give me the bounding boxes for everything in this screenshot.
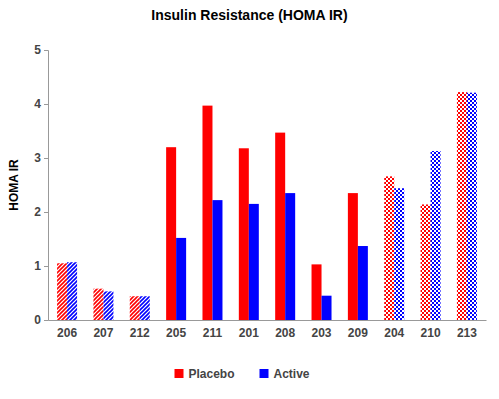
x-tick: 201 [239, 326, 259, 340]
x-tick: 206 [57, 326, 77, 340]
bar [57, 263, 67, 320]
bar [348, 193, 358, 320]
y-tick-label: 0 [34, 313, 41, 327]
bar [457, 92, 467, 320]
y-tick-mark [44, 266, 48, 267]
y-tick-label: 5 [34, 43, 41, 57]
bar [212, 200, 222, 320]
bar [384, 176, 394, 320]
y-tick: 2 [34, 205, 48, 219]
bar [467, 93, 477, 320]
x-tick-label: 210 [421, 326, 441, 340]
bar [239, 148, 249, 320]
x-tick: 205 [166, 326, 186, 340]
y-tick: 3 [34, 151, 48, 165]
legend-swatch [175, 369, 184, 378]
bars [57, 92, 477, 320]
bar [358, 246, 368, 320]
series [57, 92, 467, 320]
series [67, 93, 477, 320]
x-tick-label: 206 [57, 326, 77, 340]
y-axis-line [44, 51, 49, 321]
legend: Placebo Active [175, 367, 310, 381]
x-tick: 213 [457, 326, 477, 340]
y-axis-title: HOMA IR [7, 159, 21, 211]
legend-swatch [260, 369, 269, 378]
bar [322, 296, 332, 320]
x-tick: 211 [203, 326, 223, 340]
x-tick-label: 208 [275, 326, 295, 340]
y-tick: 5 [34, 43, 48, 57]
x-tick-label: 213 [457, 326, 477, 340]
y-tick: 1 [34, 259, 48, 273]
bar [394, 188, 404, 320]
bar [140, 296, 150, 320]
plot: 0123452062072122052112012082032092042102… [34, 43, 486, 339]
bar [176, 238, 186, 320]
x-axis-line [49, 320, 487, 321]
title: Insulin Resistance (HOMA IR) [151, 7, 347, 23]
bar [249, 204, 259, 320]
y-tick-mark [44, 50, 48, 51]
bar [130, 296, 140, 320]
x-tick-label: 209 [348, 326, 368, 340]
x-tick: 209 [348, 326, 368, 340]
y-tick-mark [44, 320, 48, 321]
x-tick: 207 [93, 326, 113, 340]
x-axis: 206 207 212 205 211 201 208 203 209 204 210 213 [49, 321, 487, 340]
chart: Insulin Resistance (HOMA IR) 0 1 2 3 4 5 206 207… [0, 0, 499, 399]
x-tick-label: 212 [130, 326, 150, 340]
bar [431, 151, 441, 320]
bar [285, 193, 295, 320]
x-tick-label: 204 [384, 326, 404, 340]
x-tick: 203 [312, 326, 332, 340]
legend-label: Active [274, 367, 310, 381]
y-tick-label: 4 [34, 97, 41, 111]
y-tick: 4 [34, 97, 48, 111]
y-tick: 0 [34, 313, 48, 327]
bar [67, 262, 77, 320]
x-tick: 212 [130, 326, 150, 340]
bar [93, 289, 103, 320]
bar [421, 204, 431, 320]
y-tick-label: 3 [34, 151, 41, 165]
x-tick: 204 [384, 326, 404, 340]
y-tick-label: 1 [34, 259, 41, 273]
x-tick: 210 [421, 326, 441, 340]
y-tick-mark [44, 104, 48, 105]
x-tick: 208 [275, 326, 295, 340]
x-tick-label: 203 [312, 326, 332, 340]
bar [275, 133, 285, 320]
bar [166, 147, 176, 320]
y-tick-label: 2 [34, 205, 41, 219]
bar [103, 291, 113, 320]
y-tick-mark [44, 212, 48, 213]
y-tick-mark [44, 158, 48, 159]
x-tick-label: 201 [239, 326, 259, 340]
y-axis: 0 1 2 3 4 5 [34, 43, 48, 327]
x-tick-label: 207 [93, 326, 113, 340]
x-tick-label: 205 [166, 326, 186, 340]
x-tick-label: 211 [203, 326, 223, 340]
legend-label: Placebo [189, 367, 235, 381]
bar [202, 106, 212, 320]
bar [312, 264, 322, 320]
